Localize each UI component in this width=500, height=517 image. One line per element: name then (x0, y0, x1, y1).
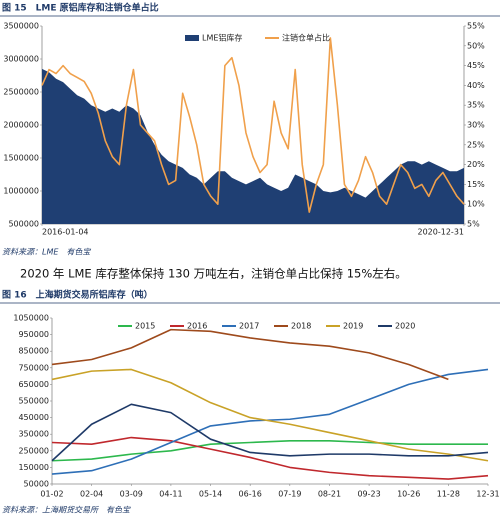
line (51, 440, 488, 462)
x-tick-label: 02-04 (80, 490, 103, 499)
y2-tick-label: 25% (467, 140, 485, 149)
y-tick-label: 850000 (18, 347, 49, 356)
line (51, 368, 489, 475)
y2-tick-label: 30% (467, 121, 485, 130)
y2-tick-label: 10% (467, 200, 485, 209)
y-tick-label: 2500000 (3, 88, 39, 97)
legend-swatch (185, 35, 199, 41)
y-tick-label: 450000 (18, 413, 49, 422)
y-tick-label: 1050000 (13, 314, 49, 323)
line (51, 403, 489, 462)
legend-label: 2018 (291, 322, 311, 331)
y2-tick-label: 40% (467, 81, 485, 90)
legend-label: 注销仓单占比 (282, 33, 330, 43)
y2-tick-label: 15% (467, 180, 485, 189)
chart-title: 图 15 LME 原铝库存和注销仓单占比 (2, 2, 159, 14)
source: 资料来源：上海期货交易所 有色宝 (2, 506, 131, 515)
x-tick-label: 12-31 (476, 490, 499, 499)
y-tick-label: 150000 (18, 463, 49, 472)
line (51, 436, 489, 480)
y-tick-label: 50000 (24, 480, 49, 489)
paragraph: 2020 年 LME 库存整体保持 130 万吨左右，注销仓单占比保持 15%左… (20, 267, 407, 281)
legend-label: LME铝库存 (202, 33, 242, 43)
y-tick-label: 750000 (18, 363, 49, 372)
y-tick-label: 550000 (18, 397, 49, 406)
y-tick-label: 350000 (18, 430, 49, 439)
y-tick-label: 950000 (18, 330, 49, 339)
x-tick-label: 2016-01-04 (42, 228, 89, 237)
source: 资料来源：LME 有色宝 (2, 248, 91, 257)
y-tick-label: 3500000 (3, 22, 39, 31)
y-tick-label: 1500000 (3, 154, 39, 163)
x-tick-label: 01-02 (40, 490, 63, 499)
legend-label: 2015 (135, 322, 155, 331)
y-tick-label: 1000000 (3, 187, 39, 196)
line (41, 37, 465, 213)
legend-label: 2019 (343, 322, 363, 331)
x-tick-label: 2020-12-31 (418, 228, 465, 237)
x-tick-label: 07-19 (278, 490, 301, 499)
line (51, 328, 449, 381)
area (42, 68, 464, 225)
y2-tick-label: 55% (467, 22, 485, 31)
x-tick-label: 06-16 (239, 490, 262, 499)
y2-tick-label: 45% (467, 61, 485, 70)
x-tick-label: 08-21 (318, 490, 341, 499)
y2-tick-label: 5% (467, 220, 480, 229)
x-tick-label: 09-23 (357, 490, 380, 499)
line (51, 368, 489, 462)
legend-label: 2016 (187, 322, 207, 331)
y-tick-label: 3000000 (3, 55, 39, 64)
y2-tick-label: 50% (467, 41, 485, 50)
x-tick-label: 05-14 (199, 490, 222, 499)
x-tick-label: 03-09 (120, 490, 143, 499)
x-tick-label: 10-26 (397, 490, 420, 499)
y2-tick-label: 35% (467, 101, 485, 110)
x-tick-label: 04-11 (159, 490, 182, 499)
x-tick-label: 11-28 (437, 490, 460, 499)
chart-title: 图 16 上海期货交易所铝库存（吨） (2, 289, 153, 301)
y-tick-label: 500000 (8, 220, 39, 229)
y2-tick-label: 20% (467, 160, 485, 169)
legend-label: 2017 (239, 322, 259, 331)
legend-label: 2020 (395, 322, 415, 331)
y-tick-label: 2000000 (3, 121, 39, 130)
y-tick-label: 650000 (18, 380, 49, 389)
y-tick-label: 250000 (18, 446, 49, 455)
